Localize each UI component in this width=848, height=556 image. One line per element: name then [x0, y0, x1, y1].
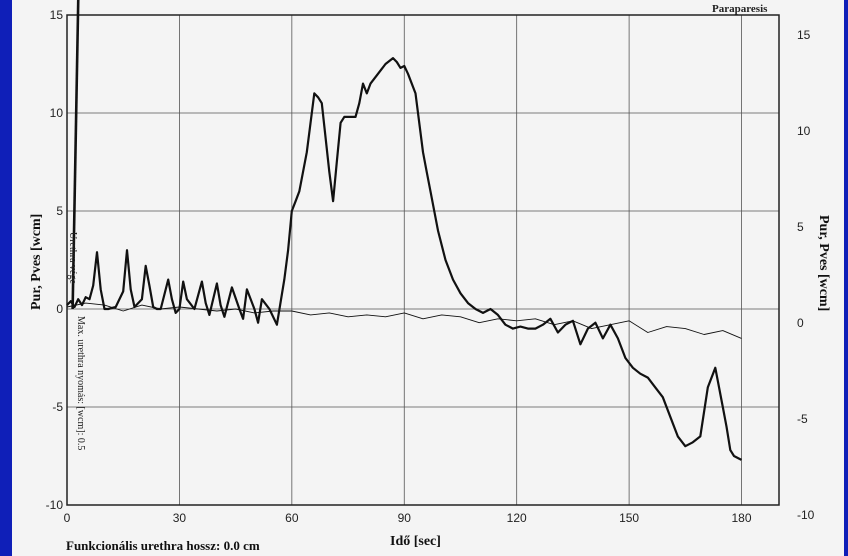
right-axis-ticks: -10 -5 0 5 10 15: [797, 28, 815, 522]
x-tick-label: 0: [64, 511, 71, 525]
y-tick-label-left: 15: [50, 8, 64, 22]
x-tick-label: 150: [619, 511, 639, 525]
y-tick-label-right: 15: [797, 28, 811, 42]
x-tick-label: 60: [285, 511, 299, 525]
header-text: Paraparesis: [712, 3, 768, 15]
x-tick-label: 120: [507, 511, 527, 525]
y-tick-label-right: 0: [797, 316, 804, 330]
left-axis-ticks: -10 -5 0 5 10 15: [46, 8, 64, 512]
chart-paper: -10 -5 0 5 10 15 -10 -5 0 5 10 15 0 30 60 90 120 150 180…: [12, 0, 844, 556]
y-tick-label-right: 10: [797, 124, 811, 138]
annotation-max-pressure: Max. urethra nyomás: [wcm]: 0.5: [75, 316, 86, 450]
grid-lines: [66, 14, 779, 506]
y-tick-label-left: -5: [52, 400, 63, 414]
x-axis-ticks: 0 30 60 90 120 150 180: [64, 511, 752, 525]
series-lines: [66, 0, 743, 461]
y-tick-label-left: 5: [56, 204, 63, 218]
y-tick-label-left: 10: [50, 106, 64, 120]
pressure-chart: -10 -5 0 5 10 15 -10 -5 0 5 10 15 0 30 60 90 120 150 180…: [29, 0, 831, 549]
y-tick-label-right: -5: [797, 412, 808, 426]
y-tick-label-right: 5: [797, 220, 804, 234]
x-axis-label: Idő [sec]: [390, 534, 441, 549]
y-tick-label-right: -10: [797, 508, 815, 522]
x-tick-label: 30: [173, 511, 187, 525]
plot-frame: [66, 14, 780, 506]
y-axis-label-right: Pur, Pves [wcm]: [816, 215, 831, 311]
series-line-pves: [66, 302, 742, 339]
footer-urethra-length: Funkcionális urethra hossz: 0.0 cm: [66, 538, 260, 553]
x-tick-label: 180: [732, 511, 752, 525]
annotation-urethra-end: Urethra vége: [67, 232, 78, 284]
initial-spike-line: [71, 0, 80, 310]
series-line-pur: [66, 56, 743, 461]
x-tick-label: 90: [398, 511, 412, 525]
y-tick-label-left: -10: [46, 498, 64, 512]
y-axis-label-left: Pur, Pves [wcm]: [29, 214, 44, 310]
y-tick-label-left: 0: [56, 302, 63, 316]
